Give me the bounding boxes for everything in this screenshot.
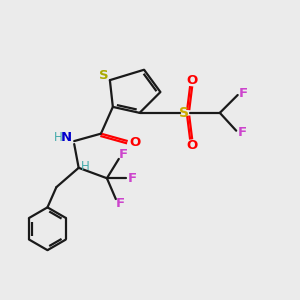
Text: F: F [239,87,248,100]
Text: F: F [128,172,137,185]
Text: F: F [119,148,128,161]
Text: H: H [53,131,62,144]
Text: S: S [179,106,189,120]
Text: O: O [186,139,197,152]
Text: S: S [98,69,108,82]
Text: N: N [60,131,71,144]
Text: H: H [81,160,90,173]
Text: F: F [116,197,125,210]
Text: F: F [238,126,247,139]
Text: O: O [186,74,197,87]
Text: O: O [130,136,141,149]
